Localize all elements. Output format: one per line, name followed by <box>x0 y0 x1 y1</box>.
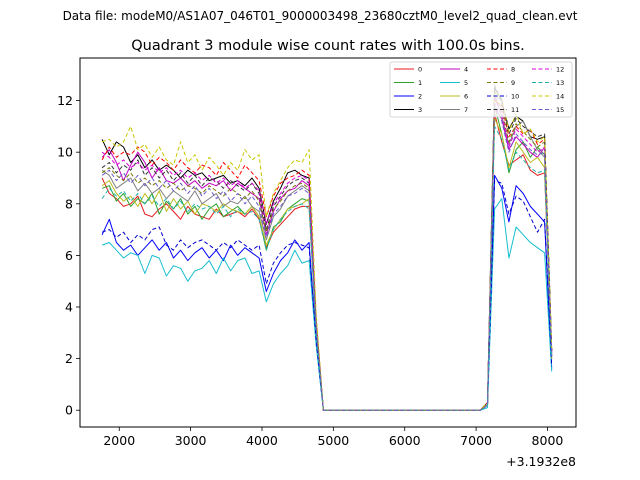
x-offset-label: +3.1932e8 <box>506 454 576 469</box>
x-axis: 2000 3000 4000 5000 6000 7000 8000 <box>103 427 563 448</box>
series-line-12 <box>101 97 553 411</box>
legend-label-4: 4 <box>464 66 468 74</box>
legend-label-13: 13 <box>556 79 564 87</box>
legend-label-10: 10 <box>511 93 519 101</box>
y-tick-label: 0 <box>65 403 73 418</box>
x-tick-label: 7000 <box>460 433 492 448</box>
legend-label-0: 0 <box>418 66 422 74</box>
legend-label-1: 1 <box>418 79 422 87</box>
legend-label-2: 2 <box>418 93 422 101</box>
y-tick-label: 10 <box>57 145 73 160</box>
x-tick-label: 3000 <box>175 433 207 448</box>
legend-label-5: 5 <box>464 79 468 87</box>
x-tick-label: 2000 <box>103 433 135 448</box>
chart-title: Quadrant 3 module wise count rates with … <box>131 38 525 54</box>
y-tick-label: 2 <box>65 351 73 366</box>
x-tick-label: 4000 <box>246 433 278 448</box>
y-tick-label: 12 <box>57 93 73 108</box>
legend-label-8: 8 <box>511 66 515 74</box>
x-tick-label: 5000 <box>317 433 349 448</box>
y-tick-label: 8 <box>65 196 73 211</box>
series-line-2 <box>101 174 553 411</box>
legend-label-6: 6 <box>464 93 468 101</box>
series-line-15 <box>101 102 553 411</box>
legend-box <box>389 61 573 118</box>
series-line-10 <box>101 180 553 411</box>
legend-label-11: 11 <box>511 106 519 114</box>
legend-label-12: 12 <box>556 66 564 74</box>
series-line-0 <box>101 113 553 411</box>
y-axis: 0 2 4 6 8 10 12 <box>57 93 80 418</box>
legend-label-3: 3 <box>418 106 422 114</box>
legend-label-9: 9 <box>511 79 515 87</box>
plot-lines <box>101 84 553 411</box>
x-tick-label: 8000 <box>532 433 564 448</box>
series-line-13 <box>101 125 553 411</box>
y-tick-label: 6 <box>65 248 73 263</box>
x-tick-label: 6000 <box>389 433 421 448</box>
legend-label-7: 7 <box>464 106 468 114</box>
legend-label-14: 14 <box>556 93 564 101</box>
suptitle: Data file: modeM0/AS1A07_046T01_90000034… <box>63 9 578 23</box>
y-tick-label: 4 <box>65 300 73 315</box>
legend-label-15: 15 <box>556 106 564 114</box>
series-line-5 <box>101 198 553 411</box>
plot-frame <box>79 57 577 428</box>
